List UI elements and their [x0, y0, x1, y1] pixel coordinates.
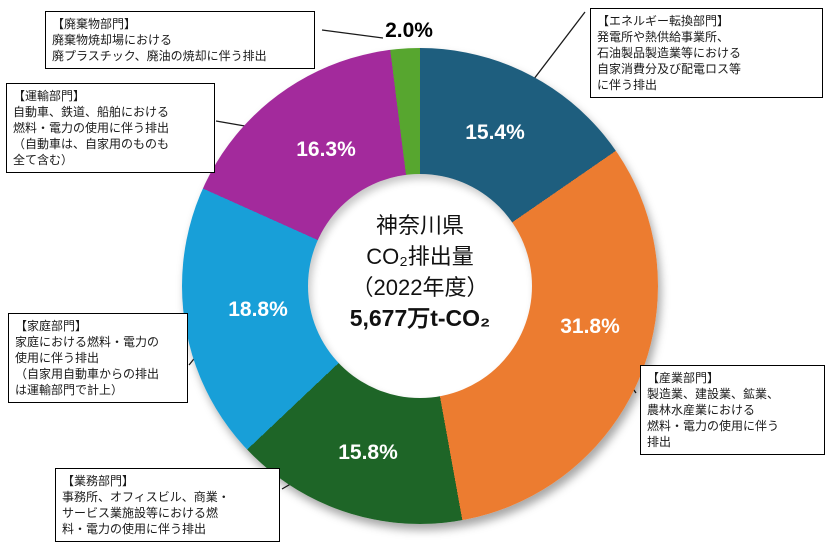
callout-text: 料・電力の使用に伴う排出: [62, 522, 207, 536]
callout-text: 製造業、建設業、鉱業、: [647, 387, 780, 401]
donut-hole: [308, 174, 532, 398]
center-line-prefecture: 神奈川県: [375, 213, 464, 238]
callout-text: 全て含む）: [13, 153, 74, 167]
callout-transport-sector: 【運輸部門】 自動車、鉄道、船舶における 燃料・電力の使用に伴う排出 （自動車は…: [6, 83, 215, 173]
callout-text: は運輸部門で計上）: [15, 383, 124, 397]
callout-text: （自家用自動車からの排出: [15, 367, 160, 381]
callout-text: 廃プラスチック、廃油の焼却に伴う排出: [52, 49, 267, 63]
callout-text: に伴う排出: [597, 78, 658, 92]
callout-title: 【業務部門】: [62, 474, 135, 488]
segment-label-household: 18.8%: [228, 298, 288, 321]
callout-text: 自家消費分及び配電ロス等: [597, 62, 742, 76]
callout-title: 【産業部門】: [647, 371, 720, 385]
callout-title: 【廃棄物部門】: [52, 17, 137, 31]
callout-waste-sector: 【廃棄物部門】 廃棄物焼却場における 廃プラスチック、廃油の焼却に伴う排出: [45, 11, 315, 69]
chart-center-label: 神奈川県 CO₂排出量 （2022年度） 5,677万t-CO₂: [295, 210, 545, 334]
callout-title: 【運輸部門】: [13, 89, 86, 103]
callout-text: サービス業施設等における燃: [62, 506, 219, 520]
callout-text: 自動車、鉄道、船舶における: [13, 105, 170, 119]
leader-line-waste: [321, 29, 384, 39]
callout-text: 廃棄物焼却場における: [52, 33, 173, 47]
callout-business-sector: 【業務部門】 事務所、オフィスビル、商業・ サービス業施設等における燃 料・電力…: [55, 468, 280, 542]
callout-text: 発電所や熱供給事業所、: [597, 30, 730, 44]
callout-text: 石油製品製造業等における: [597, 46, 742, 60]
segment-label-transport: 16.3%: [296, 138, 356, 161]
callout-household-sector: 【家庭部門】 家庭における燃料・電力の 使用に伴う排出 （自家用自動車からの排出…: [8, 313, 188, 403]
center-line-year: （2022年度）: [351, 275, 489, 300]
segment-label-business: 15.8%: [338, 441, 398, 464]
callout-text: （自動車は、自家用のものも: [13, 137, 170, 151]
callout-text: 燃料・電力の使用に伴う: [647, 419, 780, 433]
segment-label-industry: 31.8%: [560, 315, 620, 338]
callout-text: 事務所、オフィスビル、商業・: [62, 490, 230, 504]
callout-energy-sector: 【エネルギー転換部門】 発電所や熱供給事業所、 石油製品製造業等における 自家消…: [590, 8, 823, 98]
callout-industry-sector: 【産業部門】 製造業、建設業、鉱業、 農林水産業における 燃料・電力の使用に伴う…: [640, 365, 825, 455]
center-line-co2: CO₂排出量: [366, 244, 474, 269]
callout-title: 【エネルギー転換部門】: [597, 14, 730, 28]
center-line-total: 5,677万t-CO₂: [349, 305, 491, 331]
segment-label-waste: 2.0%: [385, 19, 433, 42]
callout-text: 燃料・電力の使用に伴う排出: [13, 121, 170, 135]
callout-text: 排出: [647, 435, 672, 449]
callout-text: 使用に伴う排出: [15, 351, 100, 365]
callout-text: 家庭における燃料・電力の: [15, 335, 160, 349]
callout-title: 【家庭部門】: [15, 319, 88, 333]
segment-label-energy: 15.4%: [465, 121, 525, 144]
callout-text: 農林水産業における: [647, 403, 756, 417]
